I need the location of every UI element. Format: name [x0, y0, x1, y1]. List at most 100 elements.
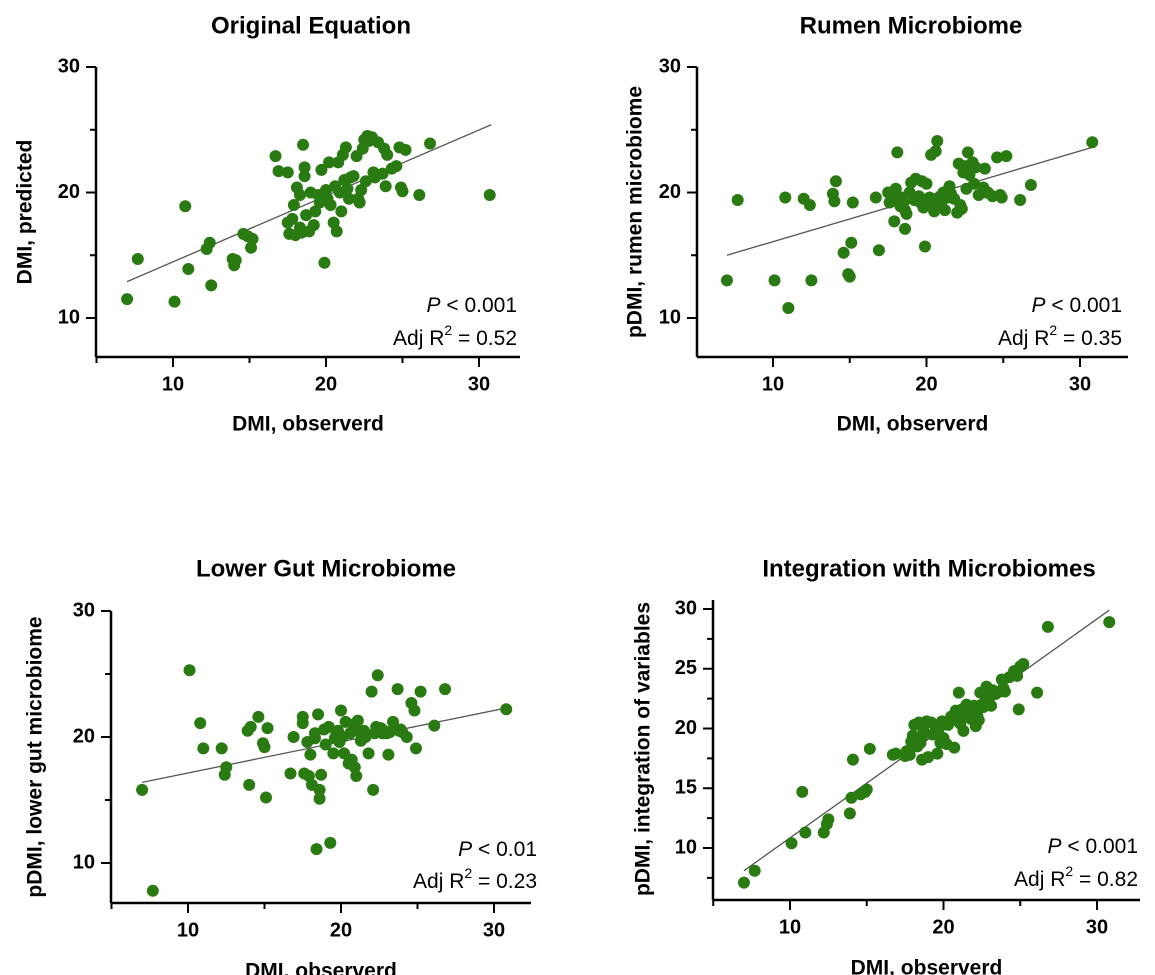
- data-point: [938, 204, 951, 217]
- y-axis-label: pDMI, lower gut microbiome: [24, 616, 47, 897]
- data-point: [869, 191, 882, 204]
- data-point: [822, 813, 835, 826]
- data-point: [323, 156, 336, 169]
- x-tick-label: 20: [315, 373, 337, 395]
- data-point: [246, 232, 259, 245]
- data-point: [252, 710, 265, 723]
- data-point: [335, 704, 347, 717]
- data-point: [220, 761, 233, 774]
- data-point: [991, 151, 1004, 164]
- data-point: [330, 225, 343, 238]
- data-point: [957, 724, 970, 737]
- data-point: [315, 768, 328, 781]
- data-point: [353, 196, 366, 209]
- data-point: [952, 686, 965, 699]
- x-tick-label: 20: [330, 919, 352, 941]
- data-point: [843, 807, 856, 820]
- data-point: [799, 826, 812, 839]
- data-point: [307, 219, 320, 232]
- data-point: [1000, 150, 1013, 163]
- data-point: [805, 274, 818, 287]
- r2-annotation: Adj R2 = 0.35: [998, 322, 1122, 350]
- y-tick-label: 20: [659, 181, 681, 203]
- data-point: [319, 738, 332, 751]
- r2-superscript: 2: [1065, 863, 1073, 879]
- data-point: [387, 715, 400, 728]
- data-point: [961, 146, 974, 159]
- data-point: [313, 792, 326, 805]
- data-point: [396, 185, 409, 198]
- data-point: [324, 836, 337, 849]
- data-point: [261, 722, 274, 735]
- p-value-text: < 0.001: [1062, 835, 1138, 858]
- data-point: [860, 783, 873, 796]
- data-point: [846, 753, 859, 766]
- data-point: [843, 270, 856, 283]
- p-value-text: < 0.01: [472, 838, 537, 861]
- p-symbol: P: [1032, 294, 1046, 317]
- p-symbol: P: [458, 838, 472, 861]
- data-point: [978, 162, 991, 175]
- y-axis-label: pDMI, integration of variables: [632, 602, 655, 896]
- data-point: [383, 725, 396, 738]
- data-point: [121, 293, 134, 306]
- r2-value-text: = 0.82: [1073, 868, 1138, 891]
- data-point: [371, 669, 384, 682]
- data-point: [391, 683, 404, 696]
- data-point: [341, 182, 354, 195]
- data-point: [785, 837, 798, 850]
- data-point: [1014, 194, 1027, 207]
- data-point: [400, 731, 413, 743]
- data-point: [803, 199, 816, 212]
- y-tick-label: 30: [675, 597, 697, 619]
- data-point: [748, 864, 761, 877]
- r2-value-text: = 0.52: [452, 327, 517, 350]
- y-tick-label: 25: [675, 657, 697, 679]
- data-point: [194, 717, 207, 730]
- data-point: [367, 783, 380, 796]
- data-point: [296, 717, 309, 730]
- r2-label: Adj R: [393, 327, 444, 350]
- r2-superscript: 2: [1049, 322, 1057, 338]
- data-point: [379, 180, 392, 193]
- data-point: [183, 664, 196, 677]
- data-point: [409, 742, 422, 755]
- x-tick-label: 10: [762, 373, 784, 395]
- y-tick-label: 10: [675, 836, 697, 858]
- p-value-text: < 0.001: [1046, 294, 1122, 317]
- x-tick-label: 30: [483, 919, 505, 941]
- data-point: [182, 263, 195, 276]
- data-point: [205, 279, 218, 292]
- panel-original-equation: Original Equation 10 20 30 10 20 30 DMI, observ…: [14, 12, 520, 436]
- data-point: [348, 761, 361, 774]
- y-tick-label: 20: [675, 717, 697, 739]
- data-point: [829, 175, 842, 188]
- chart-title: Lower Gut Microbiome: [196, 555, 456, 582]
- data-point: [731, 194, 744, 207]
- data-point: [215, 742, 228, 755]
- data-point: [327, 747, 340, 760]
- x-axis-label: DMI, observerd: [851, 957, 1003, 975]
- x-tick-label: 10: [177, 919, 199, 941]
- data-point: [408, 704, 421, 717]
- data-point: [281, 166, 294, 179]
- data-point: [931, 135, 944, 148]
- data-point: [1012, 703, 1025, 716]
- r2-value-text: = 0.23: [472, 870, 537, 893]
- data-point: [1011, 669, 1024, 682]
- data-point: [948, 741, 961, 754]
- r2-label: Adj R: [1014, 868, 1065, 891]
- data-point: [872, 244, 885, 257]
- data-point: [335, 205, 348, 218]
- data-point: [828, 195, 841, 208]
- data-point: [414, 685, 427, 698]
- data-point: [1041, 620, 1054, 633]
- y-tick-label: 20: [73, 725, 95, 747]
- data-point: [500, 703, 513, 716]
- data-point: [888, 215, 901, 228]
- x-tick-label: 30: [1069, 373, 1091, 395]
- data-point: [955, 202, 968, 215]
- data-point: [347, 170, 360, 183]
- p-symbol: P: [427, 294, 441, 317]
- data-point: [365, 685, 378, 698]
